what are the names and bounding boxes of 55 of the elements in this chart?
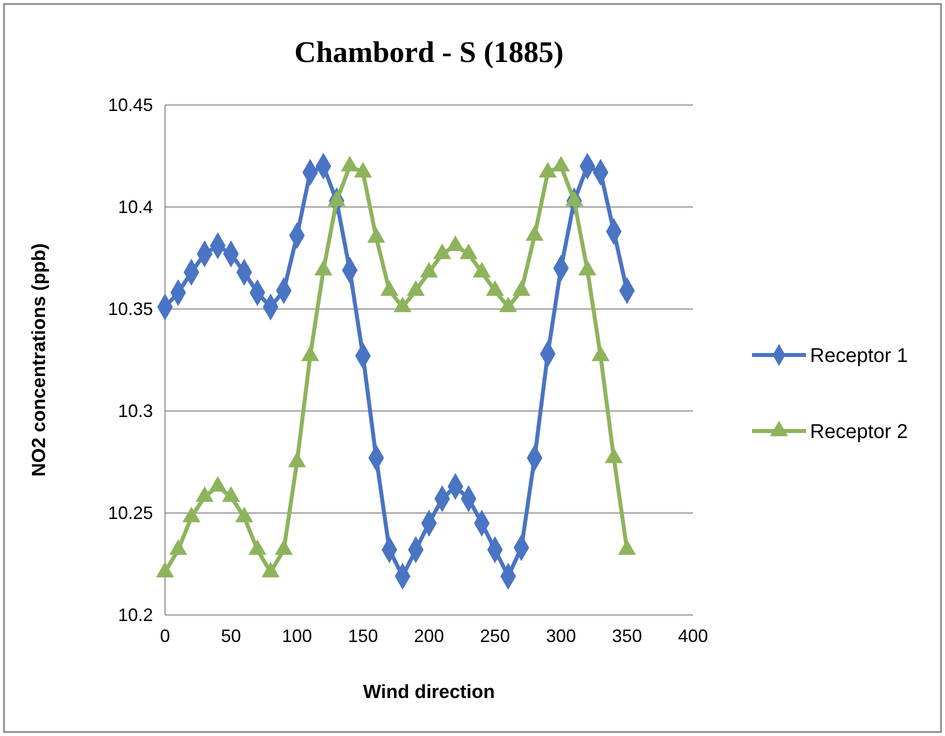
point [248, 539, 266, 555]
point [538, 162, 557, 178]
y-tick-label: 10.25 [108, 502, 153, 523]
x-axis-title: Wind direction [363, 682, 495, 703]
point [578, 260, 596, 276]
point [552, 156, 570, 172]
point [196, 486, 214, 502]
point [460, 244, 478, 260]
point [512, 280, 530, 296]
point [499, 296, 518, 312]
point [222, 486, 240, 502]
point [182, 506, 200, 522]
point [274, 539, 293, 555]
point [406, 280, 425, 296]
chart-title: Chambord - S (1885) [294, 36, 564, 69]
point [618, 539, 636, 555]
y-tick-label: 10.3 [118, 400, 153, 421]
x-tick-label: 200 [414, 626, 444, 646]
point [433, 244, 452, 260]
point [169, 539, 188, 555]
x-tick-label: 350 [612, 626, 642, 646]
point [394, 296, 412, 312]
x-tick-label: 250 [480, 626, 510, 646]
point [156, 562, 174, 578]
x-tick-label: 150 [348, 626, 378, 646]
point [314, 260, 332, 276]
point [301, 346, 320, 362]
point [565, 190, 584, 206]
point [354, 162, 372, 178]
x-tick-label: 0 [160, 626, 170, 646]
point [262, 562, 280, 578]
legend-label: Receptor 1 [810, 345, 908, 367]
point [208, 476, 227, 492]
point [235, 506, 254, 522]
y-axis-title: NO2 concentrations (ppb) [29, 243, 50, 477]
y-tick-label: 10.2 [118, 604, 153, 625]
point [367, 227, 386, 243]
point [420, 262, 438, 278]
point [526, 225, 544, 241]
point [288, 452, 306, 468]
x-tick-label: 50 [220, 626, 242, 646]
point [380, 280, 398, 296]
point [604, 448, 623, 464]
point [486, 280, 504, 296]
point [328, 190, 346, 206]
point [472, 262, 491, 278]
legend-label: Receptor 2 [810, 421, 908, 443]
y-tick-label: 10.35 [108, 298, 153, 319]
x-tick-label: 400 [678, 626, 708, 646]
x-tick-label: 300 [546, 626, 576, 646]
y-tick-label: 10.45 [108, 94, 153, 115]
x-tick-label: 100 [282, 626, 312, 646]
y-tick-label: 10.4 [118, 196, 153, 217]
point [592, 346, 610, 362]
point [446, 235, 464, 251]
